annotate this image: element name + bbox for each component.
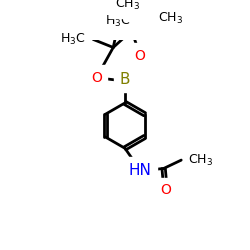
Text: CH$_3$: CH$_3$ [188,152,213,168]
Text: CH$_3$: CH$_3$ [158,11,183,26]
Text: H$_3$C: H$_3$C [105,14,130,29]
Text: HN: HN [129,163,152,178]
Text: O: O [135,49,145,63]
Text: CH$_3$: CH$_3$ [115,0,140,12]
Text: O: O [91,71,102,85]
Text: H$_3$C: H$_3$C [60,32,86,46]
Text: B: B [120,72,130,87]
Text: O: O [160,183,171,197]
